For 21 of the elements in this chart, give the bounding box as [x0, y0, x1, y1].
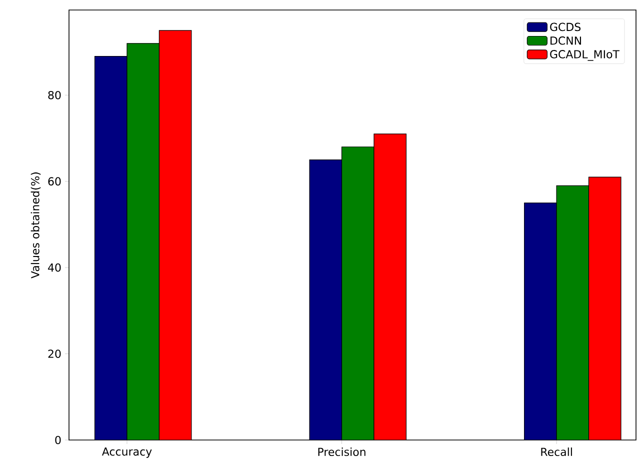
bar [588, 176, 622, 440]
bar [341, 146, 374, 440]
bar [126, 43, 160, 440]
y-tick-label: 0 [55, 436, 61, 444]
legend-label: GCDS [550, 22, 581, 32]
y-tick-label: 20 [48, 350, 61, 358]
bar [556, 185, 590, 440]
bar [524, 202, 557, 440]
bar [309, 159, 342, 440]
x-tick-label: Recall [541, 448, 572, 456]
bar [374, 134, 406, 440]
x-tick-label: Precision [318, 448, 366, 456]
bar [94, 56, 128, 440]
x-tick-label: Accuracy [102, 448, 152, 458]
legend-label: DCNN [550, 36, 581, 45]
y-tick-label: 80 [48, 90, 61, 100]
y-tick-label: 60 [48, 177, 61, 186]
y-tick-label: 40 [48, 263, 61, 272]
bar [158, 30, 192, 440]
y-axis-title: Values obtained(%) [30, 172, 41, 278]
legend-label: GCADL_MIoT [550, 50, 620, 61]
